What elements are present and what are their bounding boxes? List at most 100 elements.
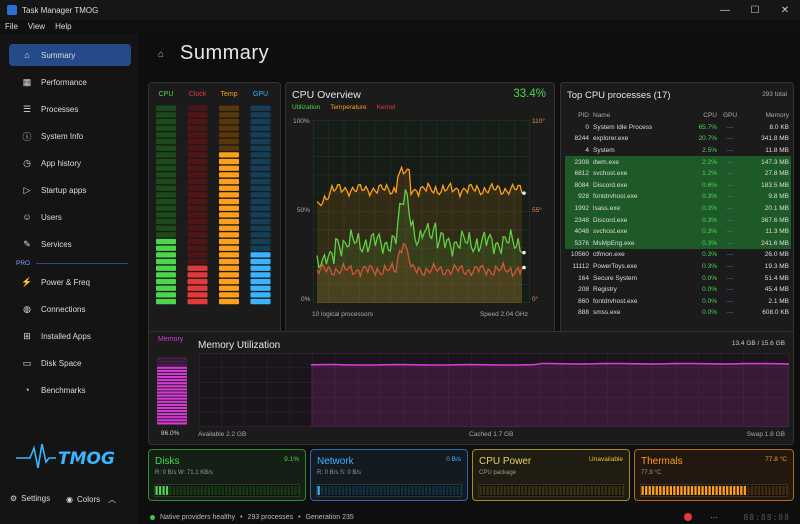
- gauge-segment: [219, 125, 239, 131]
- process-row[interactable]: 6812 svchost.exe 1.2% —27.8 MB: [565, 167, 791, 180]
- minimize-button[interactable]: —: [720, 4, 730, 16]
- gauge-segment: [250, 185, 271, 191]
- sidebar-item-services[interactable]: ✎ Services: [9, 233, 131, 255]
- settings-button[interactable]: ⚙ Settings: [10, 494, 50, 503]
- bar-segment: [676, 486, 680, 495]
- process-row[interactable]: 5376 MsMpEng.exe 0.3% —241.6 MB: [565, 237, 791, 250]
- process-row[interactable]: 1992 lsass.exe 0.3% —20.1 MB: [565, 202, 791, 215]
- sidebar-item-disk-space[interactable]: ▭ Disk Space: [9, 352, 131, 374]
- bar-segment: [736, 486, 739, 495]
- sidebar-item-benchmarks[interactable]: ◔ Benchmarks: [9, 379, 131, 401]
- process-row[interactable]: 8084 Discord.exe 0.6% —183.5 MB: [565, 179, 791, 192]
- bar-segment: [604, 486, 607, 495]
- close-button[interactable]: ✕: [780, 4, 790, 16]
- status-clock: 88:88:88: [743, 512, 790, 522]
- sidebar-item-summary[interactable]: ⌂ Summary: [9, 44, 131, 66]
- sidebar-item-app-history[interactable]: ◷ App history: [9, 152, 131, 174]
- process-gpu: —: [726, 309, 734, 317]
- process-row[interactable]: 928 fontdrvhost.exe 0.3% —9.8 MB: [565, 191, 791, 203]
- bar-segment: [165, 486, 169, 495]
- disks-card[interactable]: Disks 9.1% R: 0 B/s W: 71.1 KB/s: [148, 449, 306, 501]
- col-pid[interactable]: PID: [578, 112, 589, 120]
- process-row[interactable]: 8244 explorer.exe 20.7% — 341.8 MB: [565, 133, 791, 145]
- gauge-segment: [219, 185, 239, 191]
- status-generation: Generation 235: [305, 513, 354, 521]
- process-mem: 26.0 MB: [764, 251, 789, 259]
- process-row[interactable]: 11112 PowerToys.exe 0.3% — 19.3 MB: [565, 261, 791, 273]
- process-pid: 10560: [570, 251, 589, 259]
- gauge-label: Clock: [189, 91, 207, 98]
- process-row[interactable]: 2348 Discord.exe 0.3% —367.6 MB: [565, 214, 791, 226]
- process-cpu: 65.7%: [698, 123, 717, 131]
- gauge-segment: [187, 112, 208, 118]
- memory-panel: Memory 86.0% Memory Utilization 13.4 GB …: [148, 331, 794, 445]
- gauge-segment: [219, 212, 239, 218]
- bar-segment: [327, 486, 331, 495]
- menu-view[interactable]: View: [27, 22, 46, 31]
- gauge-segment: [187, 118, 208, 125]
- gauge-segment: [250, 178, 271, 185]
- gauge-segment: [187, 225, 208, 231]
- gauge-segment: [250, 285, 271, 291]
- gauge-segment: [219, 198, 239, 205]
- gauge-segment: [187, 185, 208, 191]
- sidebar-item-power-freq[interactable]: ⚡ Power & Freq: [9, 271, 131, 293]
- process-row[interactable]: 2308 dwm.exe 2.2% —147.3 MB: [565, 156, 791, 168]
- gauge-segment: [156, 105, 176, 111]
- sidebar-item-system-info[interactable]: ⓘ System Info: [9, 125, 131, 147]
- process-row[interactable]: 860 fontdrvhost.exe 0.0% — 2.1 MB: [565, 296, 791, 308]
- gauge-segment: [187, 292, 208, 298]
- thermals-bar: [640, 484, 789, 497]
- memory-gauge: [157, 357, 187, 425]
- gauge-segment: [187, 205, 208, 211]
- maximize-button[interactable]: ☐: [750, 4, 760, 16]
- sidebar-item-performance[interactable]: ▦ Performance: [9, 71, 131, 93]
- col-memory[interactable]: Memory: [765, 112, 789, 120]
- network-segments: [317, 486, 463, 495]
- process-name: svchost.exe: [591, 167, 683, 180]
- bar-segment: [687, 486, 690, 495]
- gauge-segment: [219, 132, 239, 138]
- bar-segment: [238, 486, 242, 495]
- process-row[interactable]: 888 smss.exe 0.0% — 608.0 KB: [565, 307, 791, 319]
- palette-icon: ◉: [66, 495, 73, 504]
- bar-segment: [397, 486, 400, 495]
- menu-help[interactable]: Help: [55, 22, 72, 31]
- sidebar-item-connections[interactable]: ◍ Connections: [9, 298, 131, 320]
- network-card[interactable]: Network 0 B/s R: 0 B/s S: 0 B/s: [310, 449, 468, 501]
- sidebar-item-label: System Info: [41, 131, 84, 141]
- bar-segment: [711, 486, 715, 495]
- gauge-segment: [219, 145, 239, 151]
- process-row[interactable]: 208 Registry 0.0% — 45.4 MB: [565, 284, 791, 296]
- process-row[interactable]: 10560 ctfmon.exe 0.3% — 26.0 MB: [565, 249, 791, 261]
- menu-file[interactable]: File: [5, 22, 18, 31]
- sidebar-item-users[interactable]: ☺ Users: [9, 206, 131, 228]
- home-icon[interactable]: ⌂: [158, 49, 165, 60]
- process-row[interactable]: 4048 svchost.exe 0.3% —11.3 MB: [565, 225, 791, 238]
- process-pid: 2348: [565, 214, 591, 226]
- memory-gauge-segment: [157, 363, 187, 366]
- memory-gauge-segment: [157, 416, 187, 419]
- bar-segment: [411, 486, 414, 495]
- colors-button[interactable]: ◉ Colors ︿: [66, 494, 116, 505]
- cpu-overview-value: 33.4%: [513, 88, 546, 100]
- sidebar-item-installed-apps[interactable]: ⊞ Installed Apps: [9, 325, 131, 347]
- col-cpu[interactable]: CPU: [703, 112, 717, 120]
- sidebar-item-startup-apps[interactable]: ▷ Startup apps: [9, 179, 131, 201]
- bar-segment: [652, 486, 655, 495]
- process-row[interactable]: 0 System Idle Process 65.7% — 8.0 KB: [565, 122, 791, 134]
- bar-segment: [341, 486, 345, 495]
- process-row[interactable]: 164 Secure System 0.0% — 51.4 MB: [565, 272, 791, 284]
- sidebar-item-processes[interactable]: ☰ Processes: [9, 98, 131, 120]
- col-name[interactable]: Name: [593, 112, 611, 120]
- temperature-line: [316, 165, 523, 207]
- process-row[interactable]: 4 System 2.5% — 11.8 MB: [565, 145, 791, 157]
- bar-segment: [172, 486, 176, 495]
- thermals-card[interactable]: Thermals 77.8 °C 77.9 °C: [634, 449, 794, 501]
- col-gpu[interactable]: GPU: [722, 112, 738, 120]
- gauge-segment: [250, 225, 271, 231]
- record-icon[interactable]: [684, 513, 692, 521]
- cpu-power-card[interactable]: CPU Power Unavailable CPU package: [472, 449, 630, 501]
- bar-segment: [482, 486, 486, 495]
- bar-segment: [231, 486, 235, 495]
